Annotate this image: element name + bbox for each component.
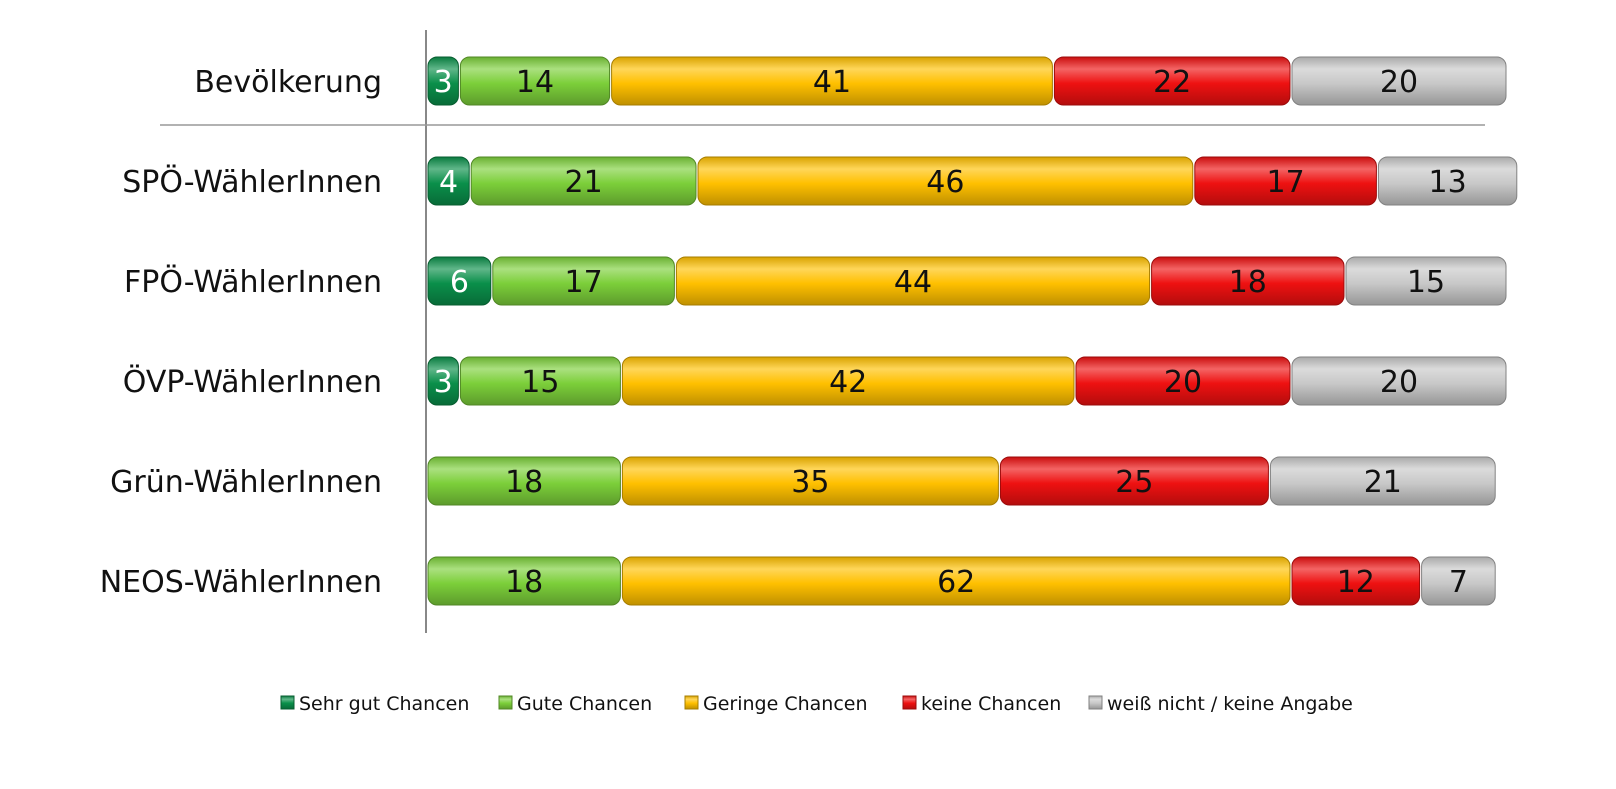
bar-spoe-waehlerinnen-geringe-chancen: [697, 156, 1194, 206]
bar-fpoe-waehlerinnen-geringe-chancen: [675, 256, 1151, 306]
bar-neos-waehlerinnen-gute-chancen: [427, 556, 621, 606]
bar-gruen-waehlerinnen-keine-chancen: [999, 456, 1269, 506]
data-label-bevoelkerung-gute-chancen: 14: [516, 65, 554, 100]
data-label-neos-waehlerinnen-weiss-nicht-keine-angabe: 7: [1449, 565, 1468, 600]
bar-oevp-waehlerinnen-sehr-gut-chancen: [427, 356, 459, 406]
bar-neos-waehlerinnen-keine-chancen: [1291, 556, 1421, 606]
category-label-bevoelkerung: Bevölkerung: [194, 65, 382, 100]
legend-item-sehr-gut-chancen: Sehr gut Chancen: [280, 693, 469, 715]
legend: Sehr gut Chancen Gute Chancen Geringe Chan…: [280, 693, 1353, 715]
bar-oevp-waehlerinnen-weiss-nicht-keine-angabe: [1291, 356, 1507, 406]
data-label-oevp-waehlerinnen-gute-chancen: 15: [521, 365, 559, 400]
bar-gruen-waehlerinnen-weiss-nicht-keine-angabe: [1269, 456, 1496, 506]
data-label-gruen-waehlerinnen-geringe-chancen: 35: [791, 465, 829, 500]
data-label-oevp-waehlerinnen-sehr-gut-chancen: 3: [434, 365, 453, 400]
data-label-neos-waehlerinnen-gute-chancen: 18: [505, 565, 543, 600]
bar-bevoelkerung-keine-chancen: [1053, 56, 1291, 106]
legend-swatch-geringe-chancen: [684, 695, 699, 710]
legend-swatch-keine-chancen: [902, 695, 917, 710]
data-label-gruen-waehlerinnen-weiss-nicht-keine-angabe: 21: [1364, 465, 1402, 500]
bar-fpoe-waehlerinnen-sehr-gut-chancen: [427, 256, 492, 306]
bar-spoe-waehlerinnen-sehr-gut-chancen: [427, 156, 470, 206]
legend-label-sehr-gut-chancen: Sehr gut Chancen: [299, 693, 469, 715]
bar-oevp-waehlerinnen-geringe-chancen: [621, 356, 1075, 406]
data-label-oevp-waehlerinnen-geringe-chancen: 42: [829, 365, 867, 400]
category-label-spoe-waehlerinnen: SPÖ-WählerInnen: [122, 164, 382, 200]
bar-spoe-waehlerinnen-weiss-nicht-keine-angabe: [1377, 156, 1518, 206]
legend-label-weiss-nicht-keine-angabe: weiß nicht / keine Angabe: [1107, 693, 1353, 715]
legend-label-keine-chancen: keine Chancen: [921, 693, 1061, 715]
bar-fpoe-waehlerinnen-keine-chancen: [1151, 256, 1345, 306]
legend-label-gute-chancen: Gute Chancen: [517, 693, 652, 715]
bars-group: 3 14 41 22 20 4 21 46 17 13 6 17 44 18 15 3 15 42 20 20 18 35…: [427, 56, 1518, 606]
bar-bevoelkerung-sehr-gut-chancen: [427, 56, 459, 106]
data-label-oevp-waehlerinnen-weiss-nicht-keine-angabe: 20: [1380, 365, 1418, 400]
data-label-bevoelkerung-weiss-nicht-keine-angabe: 20: [1380, 65, 1418, 100]
data-label-neos-waehlerinnen-keine-chancen: 12: [1337, 565, 1375, 600]
bar-bevoelkerung-geringe-chancen: [611, 56, 1053, 106]
data-label-fpoe-waehlerinnen-gute-chancen: 17: [565, 265, 603, 300]
bar-neos-waehlerinnen-geringe-chancen: [621, 556, 1291, 606]
legend-item-weiss-nicht-keine-angabe: weiß nicht / keine Angabe: [1088, 693, 1353, 715]
data-label-fpoe-waehlerinnen-keine-chancen: 18: [1229, 265, 1267, 300]
data-label-fpoe-waehlerinnen-weiss-nicht-keine-angabe: 15: [1407, 265, 1445, 300]
data-label-bevoelkerung-geringe-chancen: 41: [813, 65, 851, 100]
bar-fpoe-waehlerinnen-weiss-nicht-keine-angabe: [1345, 256, 1507, 306]
bar-neos-waehlerinnen-weiss-nicht-keine-angabe: [1421, 556, 1496, 606]
data-label-spoe-waehlerinnen-gute-chancen: 21: [565, 165, 603, 200]
data-label-fpoe-waehlerinnen-sehr-gut-chancen: 6: [450, 265, 469, 300]
data-label-spoe-waehlerinnen-geringe-chancen: 46: [926, 165, 964, 200]
bar-bevoelkerung-weiss-nicht-keine-angabe: [1291, 56, 1507, 106]
data-label-spoe-waehlerinnen-sehr-gut-chancen: 4: [439, 165, 458, 200]
data-label-bevoelkerung-sehr-gut-chancen: 3: [434, 65, 453, 100]
category-label-fpoe-waehlerinnen: FPÖ-WählerInnen: [124, 264, 382, 300]
legend-item-keine-chancen: keine Chancen: [902, 693, 1061, 715]
legend-label-geringe-chancen: Geringe Chancen: [703, 693, 868, 715]
data-label-spoe-waehlerinnen-keine-chancen: 17: [1267, 165, 1305, 200]
legend-item-geringe-chancen: Geringe Chancen: [684, 693, 868, 715]
bar-gruen-waehlerinnen-gute-chancen: [427, 456, 621, 506]
data-label-spoe-waehlerinnen-weiss-nicht-keine-angabe: 13: [1429, 165, 1467, 200]
data-label-bevoelkerung-keine-chancen: 22: [1153, 65, 1191, 100]
category-label-gruen-waehlerinnen: Grün-WählerInnen: [110, 465, 382, 500]
data-label-gruen-waehlerinnen-gute-chancen: 18: [505, 465, 543, 500]
data-label-fpoe-waehlerinnen-geringe-chancen: 44: [894, 265, 932, 300]
category-labels: Bevölkerung SPÖ-WählerInnen FPÖ-WählerInne…: [100, 65, 382, 600]
data-label-neos-waehlerinnen-geringe-chancen: 62: [937, 565, 975, 600]
category-label-oevp-waehlerinnen: ÖVP-WählerInnen: [123, 364, 382, 400]
data-label-gruen-waehlerinnen-keine-chancen: 25: [1115, 465, 1153, 500]
bar-fpoe-waehlerinnen-gute-chancen: [492, 256, 675, 306]
data-label-oevp-waehlerinnen-keine-chancen: 20: [1164, 365, 1202, 400]
bar-spoe-waehlerinnen-gute-chancen: [470, 156, 697, 206]
bar-gruen-waehlerinnen-geringe-chancen: [621, 456, 999, 506]
bar-bevoelkerung-gute-chancen: [459, 56, 611, 106]
legend-swatch-weiss-nicht-keine-angabe: [1088, 695, 1103, 710]
legend-swatch-sehr-gut-chancen: [280, 695, 295, 710]
bar-spoe-waehlerinnen-keine-chancen: [1194, 156, 1377, 206]
bar-oevp-waehlerinnen-keine-chancen: [1075, 356, 1291, 406]
legend-item-gute-chancen: Gute Chancen: [498, 693, 652, 715]
category-label-neos-waehlerinnen: NEOS-WählerInnen: [100, 565, 382, 600]
bar-oevp-waehlerinnen-gute-chancen: [459, 356, 621, 406]
legend-swatch-gute-chancen: [498, 695, 513, 710]
